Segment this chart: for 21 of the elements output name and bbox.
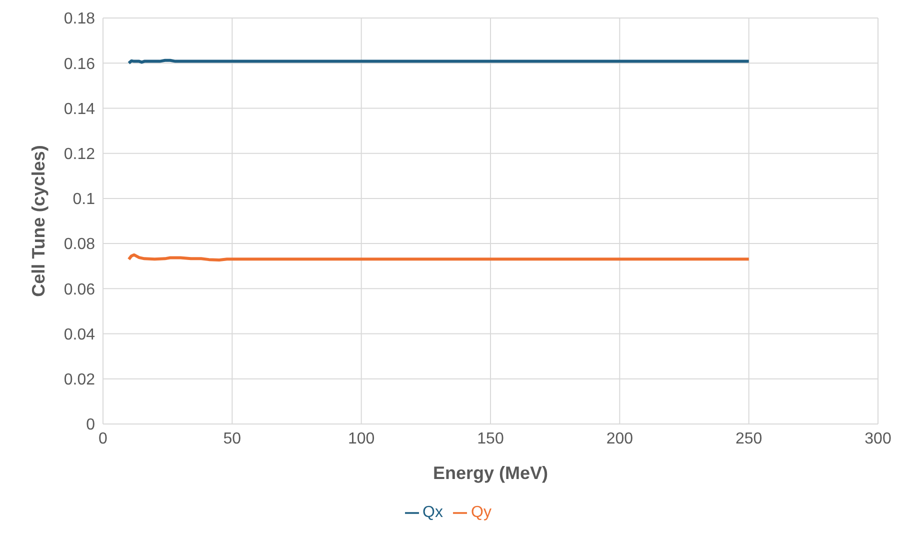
- y-tick-label: 0.04: [64, 326, 96, 344]
- x-tick-label: 150: [477, 430, 504, 448]
- legend-label: Qy: [471, 504, 492, 521]
- y-axis-title: Cell Tune (cycles): [28, 145, 48, 297]
- y-tick-label: 0.14: [64, 100, 96, 118]
- x-tick-label: 300: [864, 430, 892, 448]
- y-tick-label: 0.08: [64, 236, 96, 254]
- x-tick-label: 50: [223, 430, 242, 448]
- x-tick-label: 250: [735, 430, 762, 448]
- x-tick-label: 100: [348, 430, 375, 448]
- x-tick-label: 200: [606, 430, 634, 448]
- y-tick-label: 0.16: [64, 56, 96, 73]
- x-tick-label: 0: [98, 430, 108, 448]
- x-axis-title: Energy (MeV): [432, 463, 548, 483]
- y-tick-label: 0.12: [64, 146, 96, 164]
- y-tick-label: 0.1: [72, 191, 96, 208]
- legend-label: Qx: [422, 504, 443, 521]
- y-tick-label: 0.18: [64, 10, 96, 28]
- y-tick-label: 0.02: [64, 372, 96, 389]
- y-tick-label: 0.06: [64, 281, 96, 298]
- y-tick-label: 0: [86, 416, 96, 434]
